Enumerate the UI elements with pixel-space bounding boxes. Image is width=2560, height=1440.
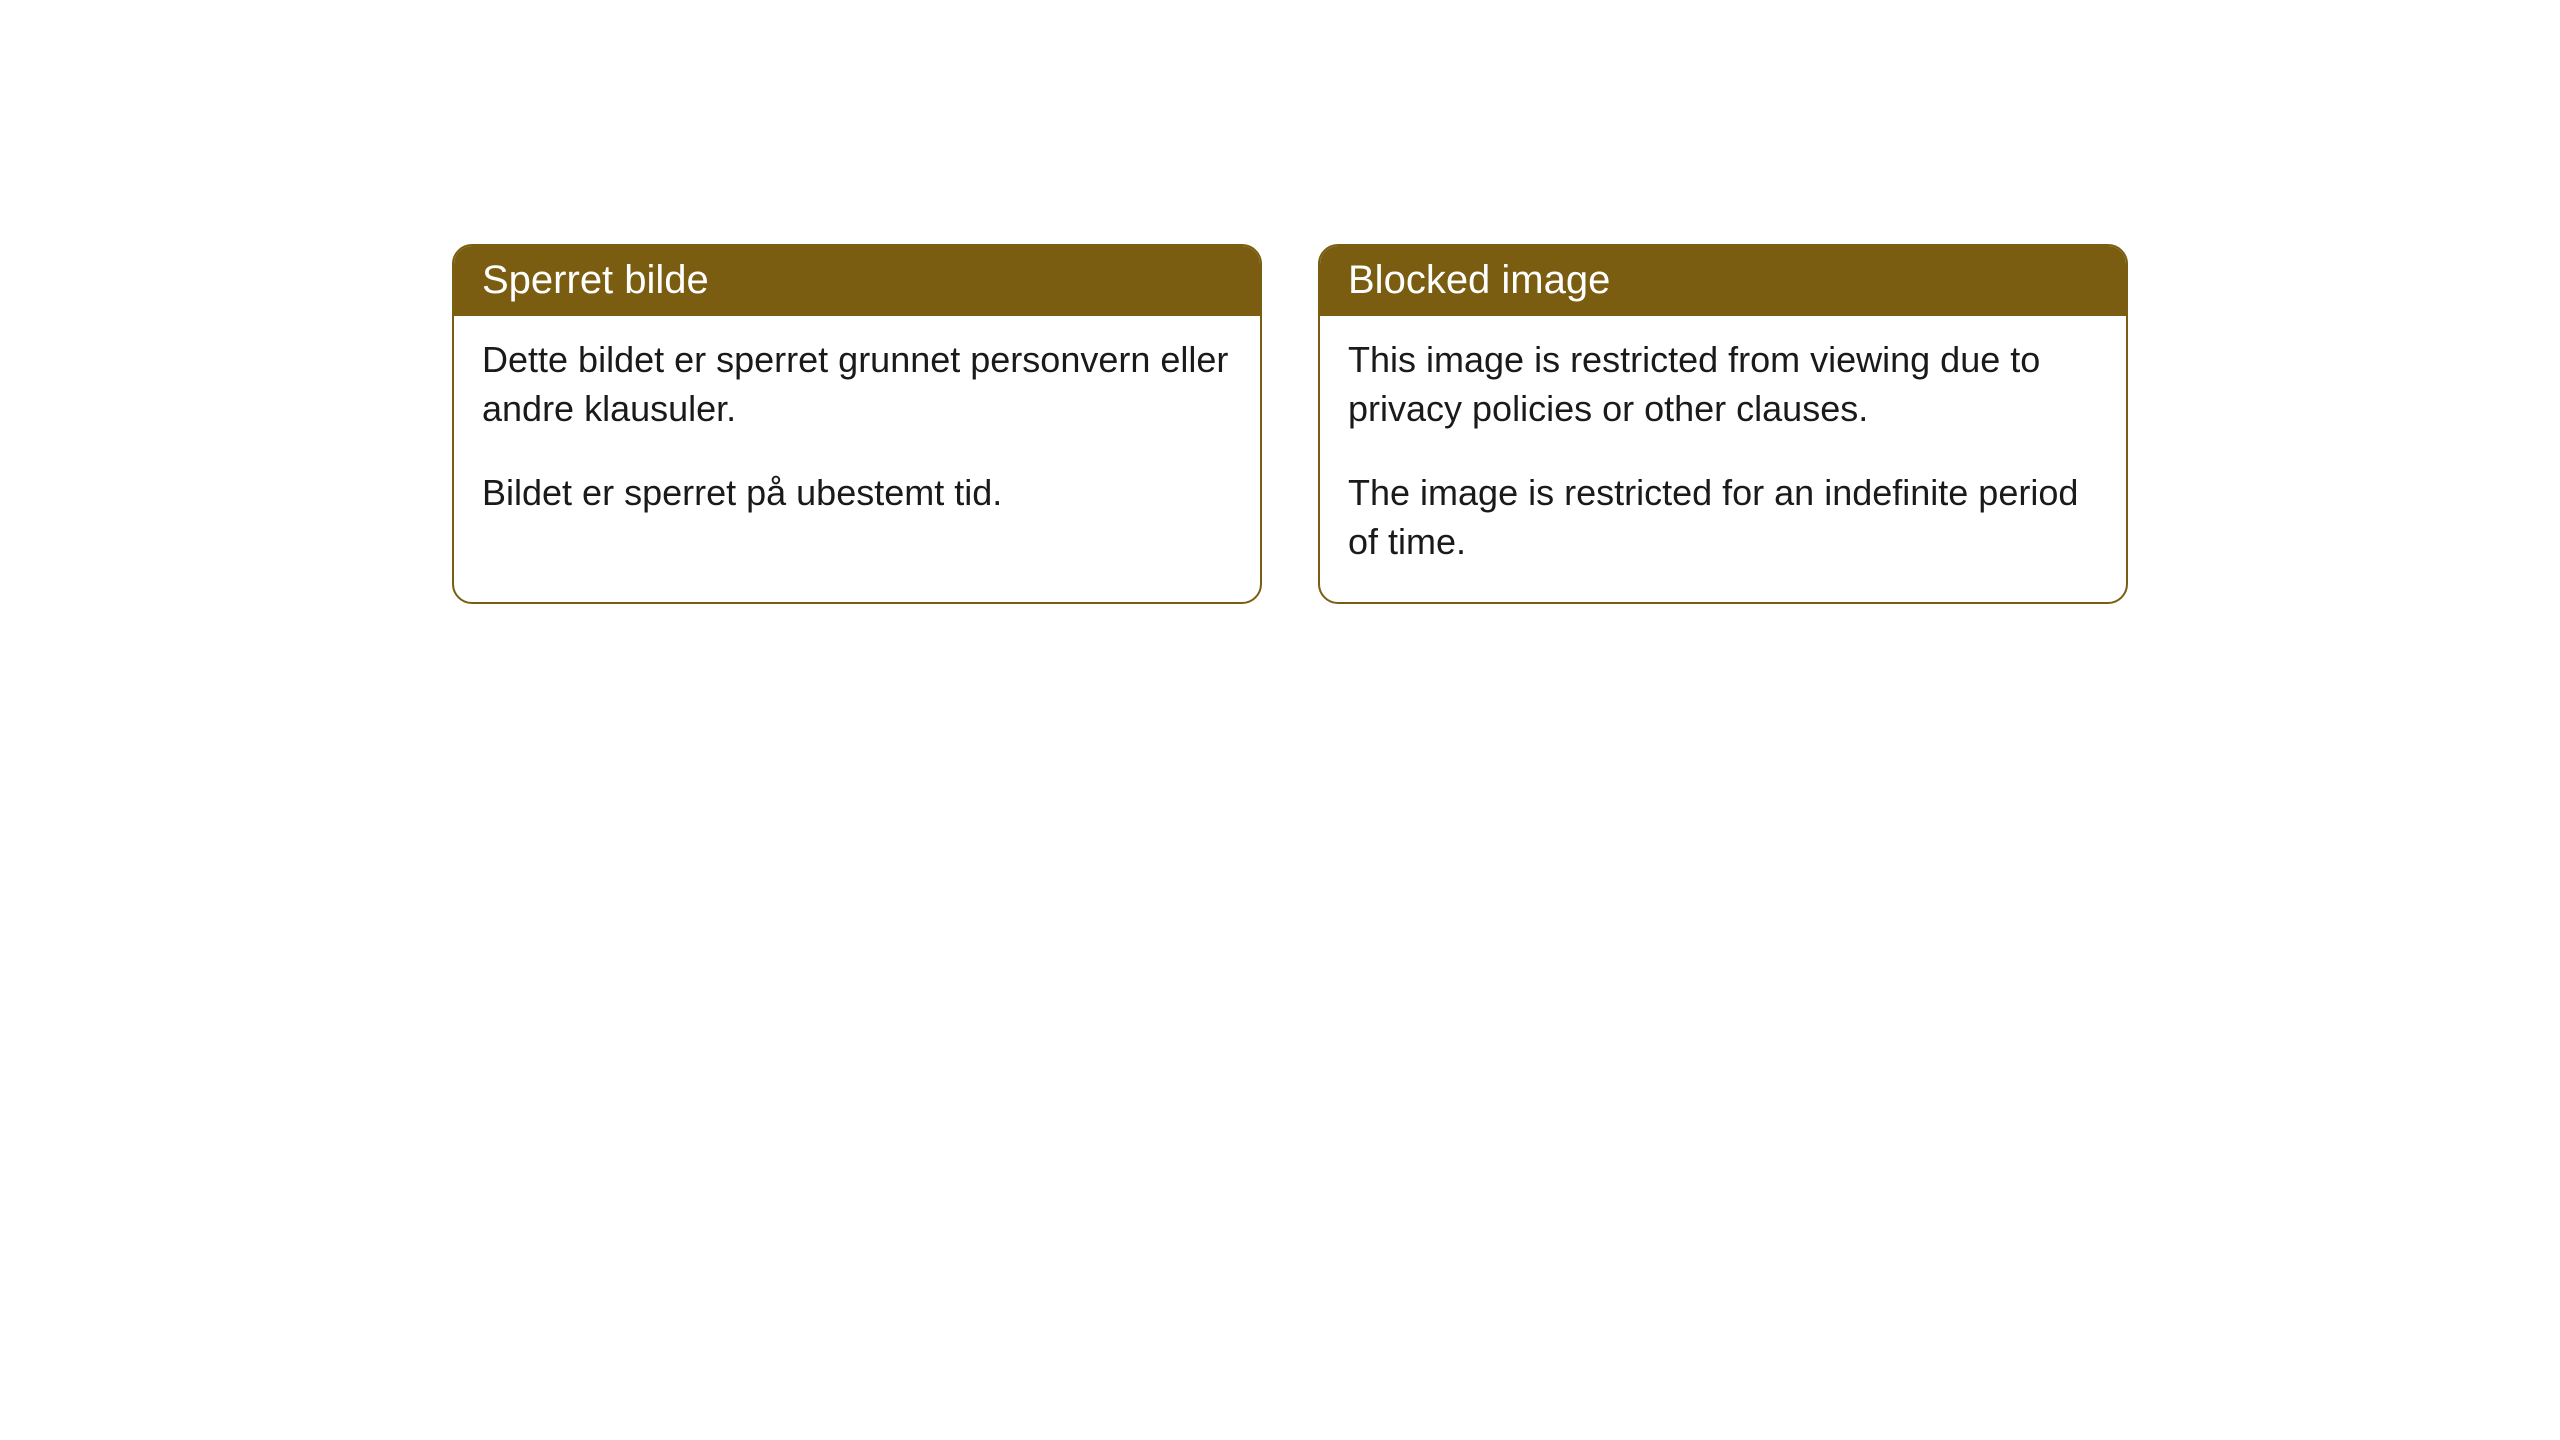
blocked-image-card-norwegian: Sperret bilde Dette bildet er sperret gr… xyxy=(452,244,1262,604)
card-header: Sperret bilde xyxy=(454,246,1260,316)
card-paragraph: Dette bildet er sperret grunnet personve… xyxy=(482,336,1232,433)
card-paragraph: Bildet er sperret på ubestemt tid. xyxy=(482,469,1232,518)
card-paragraph: The image is restricted for an indefinit… xyxy=(1348,469,2098,566)
card-header: Blocked image xyxy=(1320,246,2126,316)
card-container: Sperret bilde Dette bildet er sperret gr… xyxy=(0,0,2560,604)
card-paragraph: This image is restricted from viewing du… xyxy=(1348,336,2098,433)
blocked-image-card-english: Blocked image This image is restricted f… xyxy=(1318,244,2128,604)
card-body: This image is restricted from viewing du… xyxy=(1320,316,2126,602)
card-body: Dette bildet er sperret grunnet personve… xyxy=(454,316,1260,554)
